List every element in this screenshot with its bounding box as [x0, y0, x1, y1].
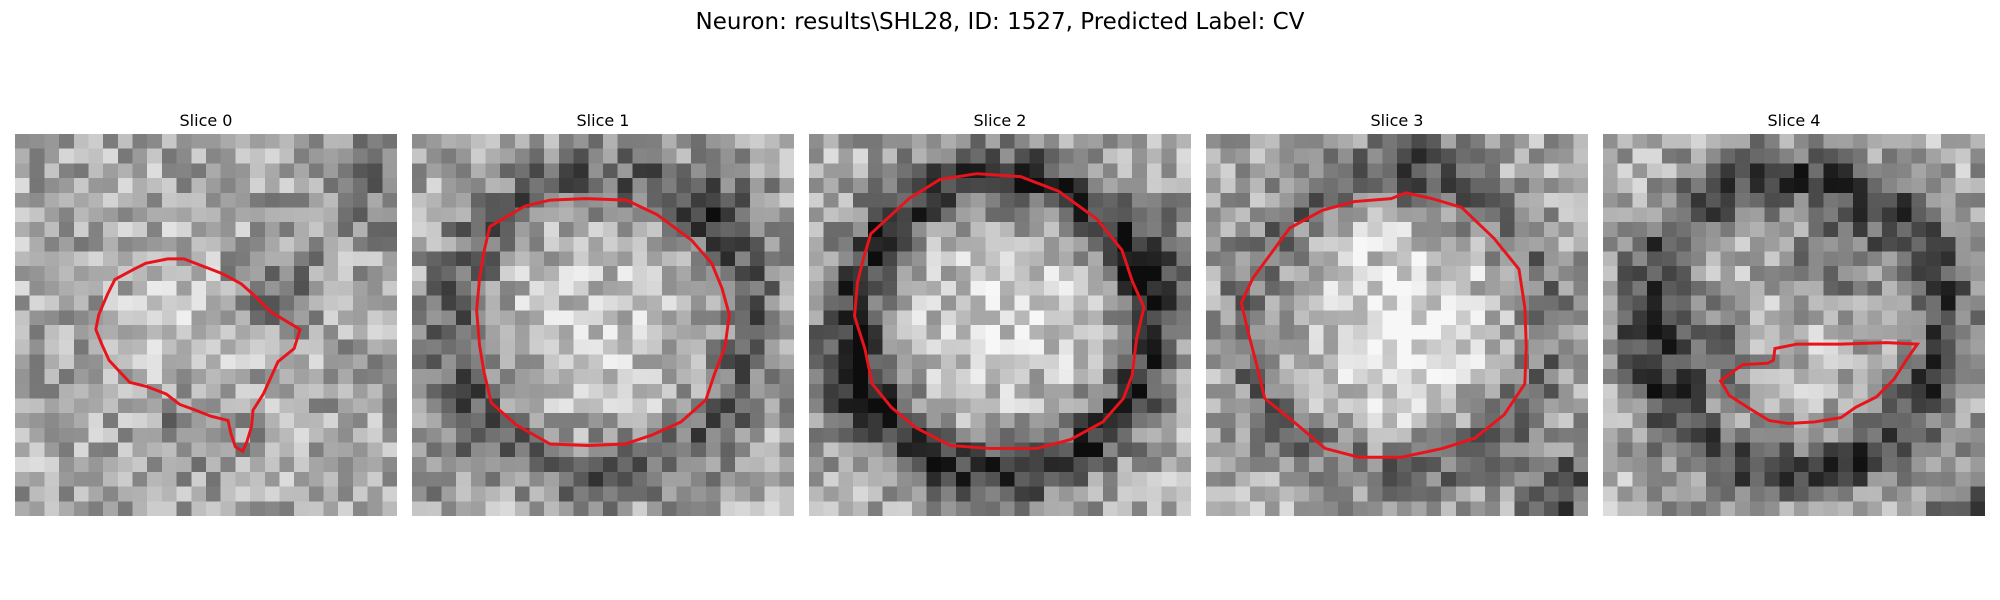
- slice-image-2: [809, 134, 1191, 516]
- slice-contour-4: [1718, 341, 1921, 425]
- slice-contour-1: [475, 197, 731, 447]
- slice-title-3: Slice 3: [1370, 111, 1424, 130]
- contour-outline: [853, 172, 1146, 450]
- slice-title-0: Slice 0: [179, 111, 233, 130]
- slice-title-1: Slice 1: [576, 111, 630, 130]
- contour-outline: [1239, 191, 1528, 459]
- slice-image-1: [412, 134, 794, 516]
- contour-outline: [94, 257, 302, 454]
- slice-image-0: [15, 134, 397, 516]
- slice-contour-0: [94, 257, 302, 454]
- contour-outline: [1718, 341, 1921, 425]
- slice-contour-2: [853, 172, 1146, 450]
- slice-panel-0: Slice 0: [15, 110, 397, 516]
- slice-title-4: Slice 4: [1767, 111, 1821, 130]
- slice-panel-1: Slice 1: [412, 110, 794, 516]
- contour-outline: [475, 197, 731, 447]
- slice-panel-3: Slice 3: [1206, 110, 1588, 516]
- slice-title-2: Slice 2: [973, 111, 1027, 130]
- slice-panel-2: Slice 2: [809, 110, 1191, 516]
- slice-image-4: [1603, 134, 1985, 516]
- figure-title: Neuron: results\SHL28, ID: 1527, Predict…: [695, 9, 1305, 35]
- slice-panel-4: Slice 4: [1603, 110, 1985, 516]
- slice-contour-3: [1239, 191, 1528, 459]
